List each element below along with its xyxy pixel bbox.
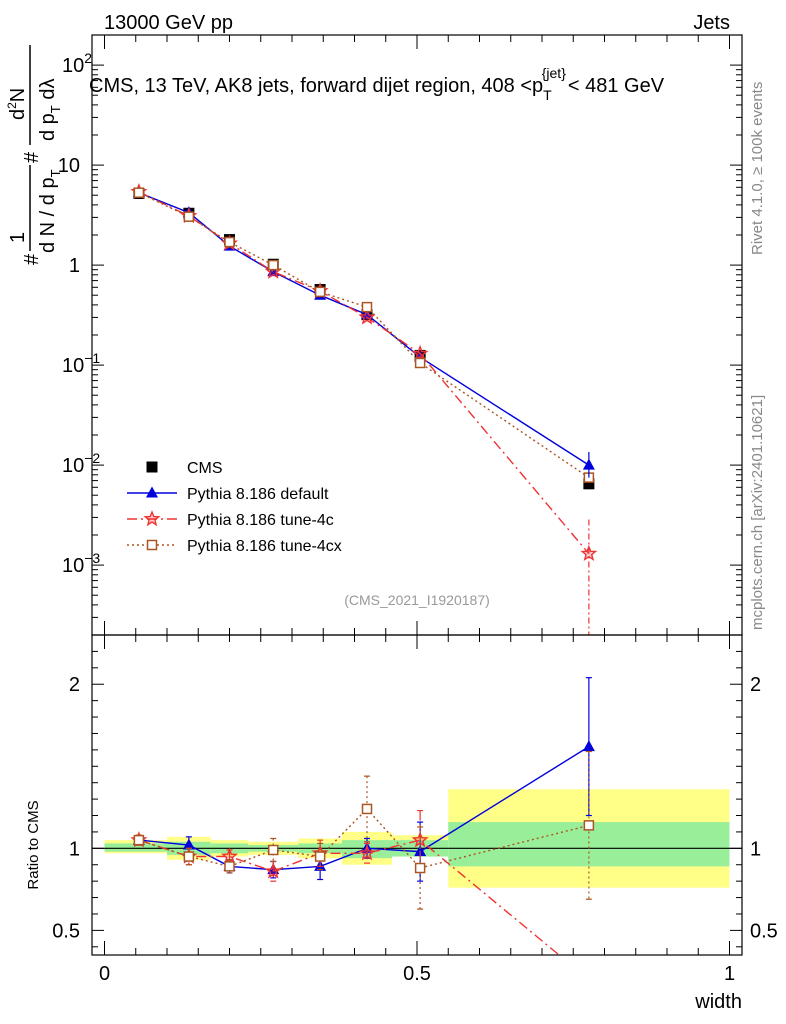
ratio-point <box>414 862 426 874</box>
series-2 <box>130 182 598 562</box>
main-panel: 102 10 1 10−1 10−2 10−3 CMS Pythia 8.186 defaul… <box>58 34 743 636</box>
data-point <box>411 344 429 362</box>
series-0 <box>133 188 595 490</box>
main-title-sup: {jet} <box>542 65 566 81</box>
legend-label: Pythia 8.186 tune-4cx <box>187 538 342 555</box>
main-ylabel-hash1: # <box>21 253 43 265</box>
main-title: CMS, 13 TeV, AK8 jets, forward dijet reg… <box>89 65 665 103</box>
legend-label: Pythia 8.186 tune-4c <box>187 512 334 529</box>
legend-marker <box>146 461 158 473</box>
header-right: Jets <box>693 12 730 34</box>
main-ytick-label: 102 <box>62 50 92 77</box>
main-ylabel-dpt: d pT dλ <box>37 79 63 141</box>
ratio-point <box>224 861 235 872</box>
data-point <box>414 357 426 369</box>
main-ytick-label: 1 <box>69 255 80 277</box>
side-rivet-label: Rivet 4.1.0, ≥ 100k events <box>749 82 766 255</box>
ratio-series-line <box>138 839 561 955</box>
series-line <box>138 192 590 479</box>
ratio-point <box>268 844 279 856</box>
uncertainty-band-inner <box>104 843 167 852</box>
main-title-sub: T <box>543 87 552 103</box>
ratio-series-line <box>138 746 590 871</box>
ratio-point <box>583 820 595 831</box>
analysis-annotation: (CMS_2021_I1920187) <box>344 592 490 608</box>
legend-marker <box>146 486 158 498</box>
data-point <box>314 286 326 298</box>
series-1 <box>132 186 595 470</box>
main-ylabel-dn: d N / d pT <box>37 169 63 253</box>
data-point <box>268 259 279 271</box>
data-point <box>224 236 235 248</box>
legend-label: Pythia 8.186 default <box>187 486 329 503</box>
ratio-ytick-label: 2 <box>69 674 80 696</box>
ratio-point <box>183 851 195 862</box>
ratio-ytick-label: 1 <box>69 838 80 860</box>
legend-marker <box>143 510 161 527</box>
series-line <box>138 191 590 555</box>
ratio-ylabel: Ratio to CMS <box>25 800 42 889</box>
xlabel: width <box>694 991 742 1013</box>
main-ylabel-hash2: # <box>21 151 43 163</box>
main-ytick-label: 10 <box>58 155 80 177</box>
legend-label: CMS <box>187 460 223 477</box>
ratio-point <box>264 862 282 879</box>
ratio-point <box>133 834 145 846</box>
data-point <box>583 478 595 490</box>
side-mcplots-label: mcplots.cern.ch [arXiv:2401.10621] <box>749 395 766 630</box>
ratio-point <box>182 838 195 850</box>
series-line <box>138 192 590 466</box>
main-ytick-label: 10−3 <box>62 550 100 577</box>
ratio-ytick-label-right: 2 <box>750 674 761 696</box>
main-ylabel: # 1 d N / d pT # d2N d pT dλ <box>5 45 63 265</box>
xtick-label: 1 <box>724 963 735 985</box>
ratio-panel: 2 2 1 1 0.5 0.5 0 0.5 1 <box>52 634 778 985</box>
ratio-point <box>358 844 376 861</box>
main-title-pre: CMS, 13 TeV, AK8 jets, forward dijet reg… <box>89 75 543 97</box>
data-point <box>361 301 373 313</box>
legend: CMS Pythia 8.186 default Pythia 8.186 tune… <box>127 460 342 555</box>
xtick-label: 0 <box>99 963 110 985</box>
main-ylabel-d2n: d2N <box>5 88 29 120</box>
ratio-series-2 <box>133 750 595 910</box>
data-point <box>358 308 376 325</box>
ratio-ytick-label: 0.5 <box>52 920 80 942</box>
legend-marker <box>146 539 158 551</box>
xtick-label: 0.5 <box>403 963 431 985</box>
ratio-point <box>314 851 326 862</box>
ratio-point <box>361 803 373 815</box>
data-point <box>133 187 145 198</box>
ratio-ytick-label-right: 1 <box>750 838 761 860</box>
main-title-post: < 481 GeV <box>568 75 665 97</box>
main-ylabel-one: 1 <box>7 232 29 243</box>
ratio-point <box>582 740 595 752</box>
ratio-ytick-label-right: 0.5 <box>750 920 778 942</box>
series-3 <box>133 187 595 483</box>
data-point <box>183 211 195 222</box>
header-left: 13000 GeV pp <box>104 12 233 34</box>
ratio-series-line <box>138 807 590 869</box>
main-ytick-label: 10−2 <box>62 450 100 477</box>
main-ytick-label: 10−1 <box>62 350 100 377</box>
data-point <box>361 308 373 320</box>
